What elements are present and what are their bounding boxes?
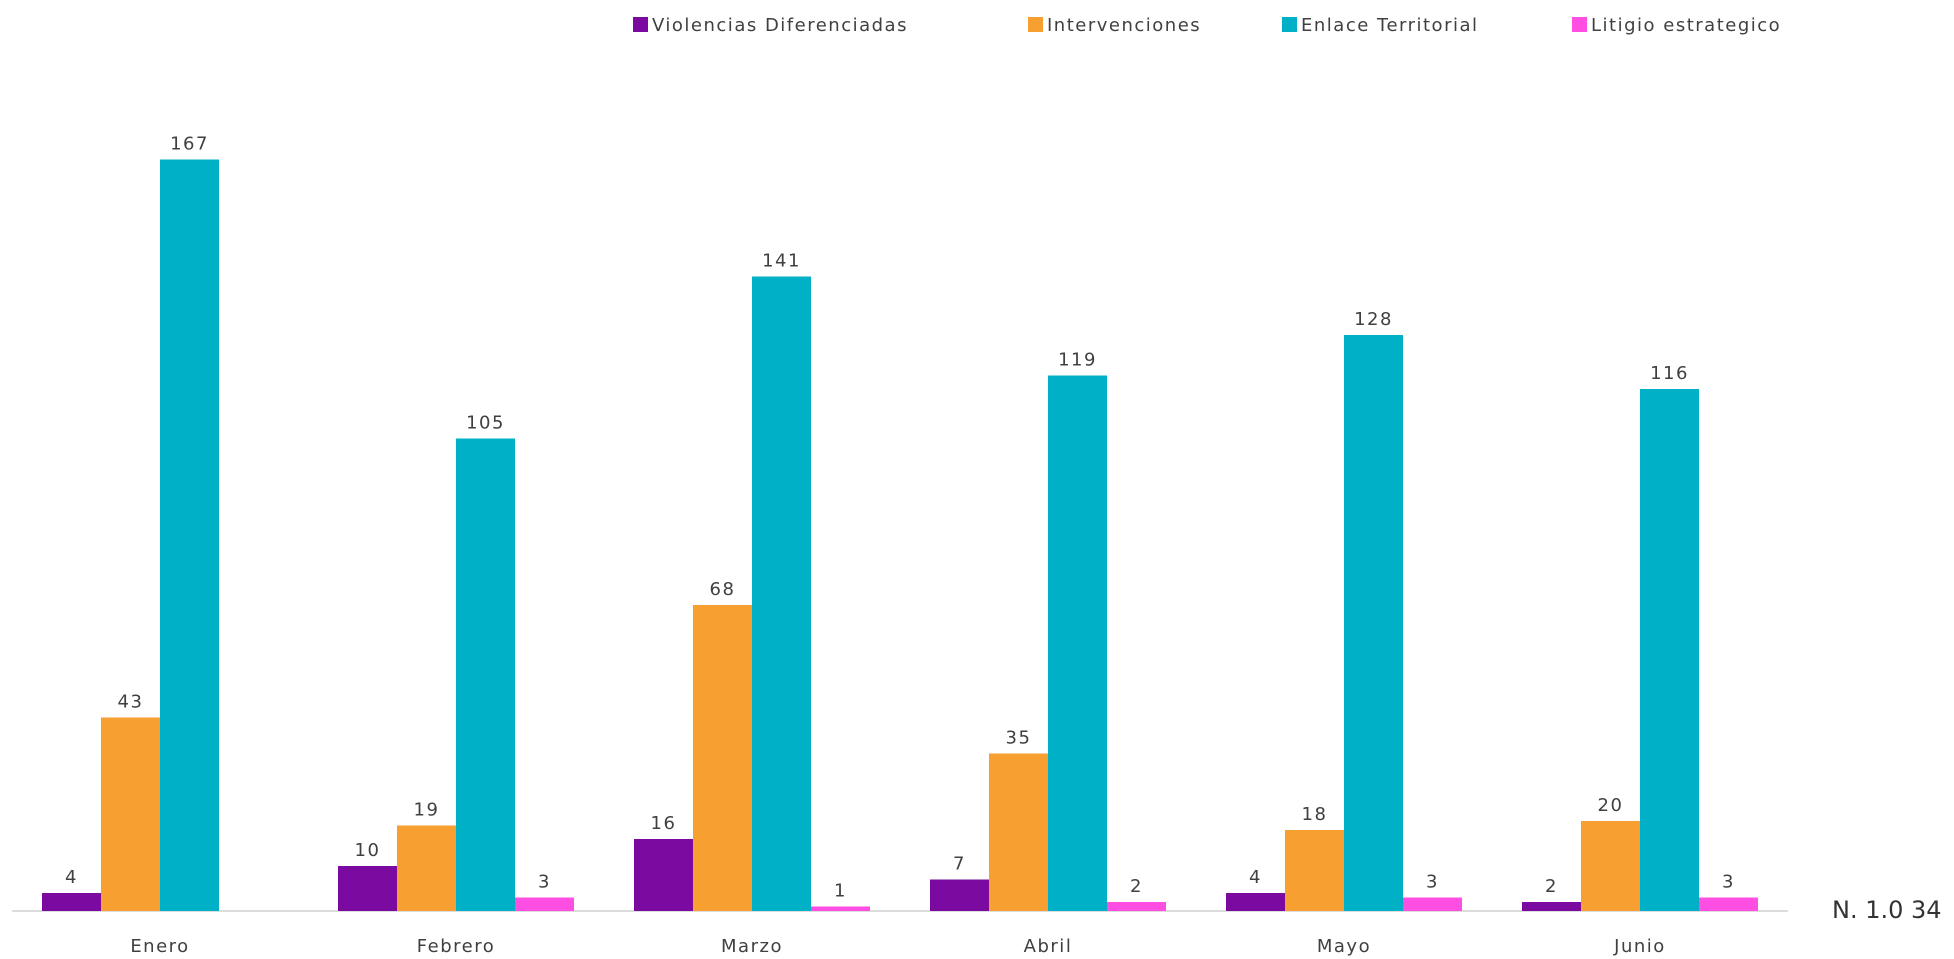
data-label: 1 xyxy=(834,881,847,902)
legend-swatch xyxy=(633,17,648,32)
legend-swatch xyxy=(1282,17,1297,32)
x-tick-label: Abril xyxy=(1024,936,1073,957)
data-label: 2 xyxy=(1130,876,1143,897)
bar xyxy=(42,893,101,911)
bar xyxy=(1344,335,1403,911)
x-tick-label: Febrero xyxy=(417,936,495,957)
data-label: 43 xyxy=(118,692,144,713)
data-label: 10 xyxy=(355,840,381,861)
data-label: 7 xyxy=(953,854,966,875)
legend-label: Litigio estrategico xyxy=(1591,15,1781,36)
bar xyxy=(338,866,397,911)
bar xyxy=(752,276,811,911)
bar xyxy=(634,839,693,911)
bar xyxy=(693,605,752,911)
data-label: 16 xyxy=(651,813,677,834)
bar xyxy=(930,879,989,911)
bar xyxy=(101,717,160,911)
legend-label: Enlace Territorial xyxy=(1301,15,1479,36)
bar xyxy=(1403,897,1462,911)
data-label: 2 xyxy=(1545,876,1558,897)
data-label: 35 xyxy=(1006,728,1032,749)
x-tick-label: Mayo xyxy=(1317,936,1371,957)
bar xyxy=(1048,375,1107,911)
data-label: 3 xyxy=(538,872,551,893)
data-label: 4 xyxy=(65,867,78,888)
data-label: 119 xyxy=(1058,350,1097,371)
bar xyxy=(515,897,574,911)
bar xyxy=(1522,902,1581,911)
data-label: 3 xyxy=(1722,872,1735,893)
bar xyxy=(397,825,456,911)
bar xyxy=(811,906,870,911)
data-label: 4 xyxy=(1249,867,1262,888)
x-tick-label: Enero xyxy=(130,936,189,957)
legend-label: Intervenciones xyxy=(1047,15,1201,36)
bar xyxy=(160,159,219,911)
bar xyxy=(1107,902,1166,911)
legend-swatch xyxy=(1028,17,1043,32)
data-label: 167 xyxy=(170,134,209,155)
bar xyxy=(1581,821,1640,911)
data-label: 128 xyxy=(1354,309,1393,330)
bar xyxy=(989,753,1048,911)
x-tick-label: Junio xyxy=(1613,936,1666,957)
annotation: N. 1.0 34 xyxy=(1832,896,1942,924)
legend-swatch xyxy=(1572,17,1587,32)
data-label: 68 xyxy=(710,579,736,600)
data-label: 19 xyxy=(414,800,440,821)
bar xyxy=(1699,897,1758,911)
data-label: 116 xyxy=(1650,363,1689,384)
x-tick-label: Marzo xyxy=(721,936,783,957)
bar xyxy=(1285,830,1344,911)
legend-label: Violencias Diferenciadas xyxy=(652,15,908,36)
data-label: 105 xyxy=(466,413,505,434)
bar xyxy=(1226,893,1285,911)
bar xyxy=(456,438,515,911)
data-label: 20 xyxy=(1598,795,1624,816)
data-label: 18 xyxy=(1302,804,1328,825)
data-label: 3 xyxy=(1426,872,1439,893)
bar xyxy=(1640,389,1699,911)
data-label: 141 xyxy=(762,251,801,272)
